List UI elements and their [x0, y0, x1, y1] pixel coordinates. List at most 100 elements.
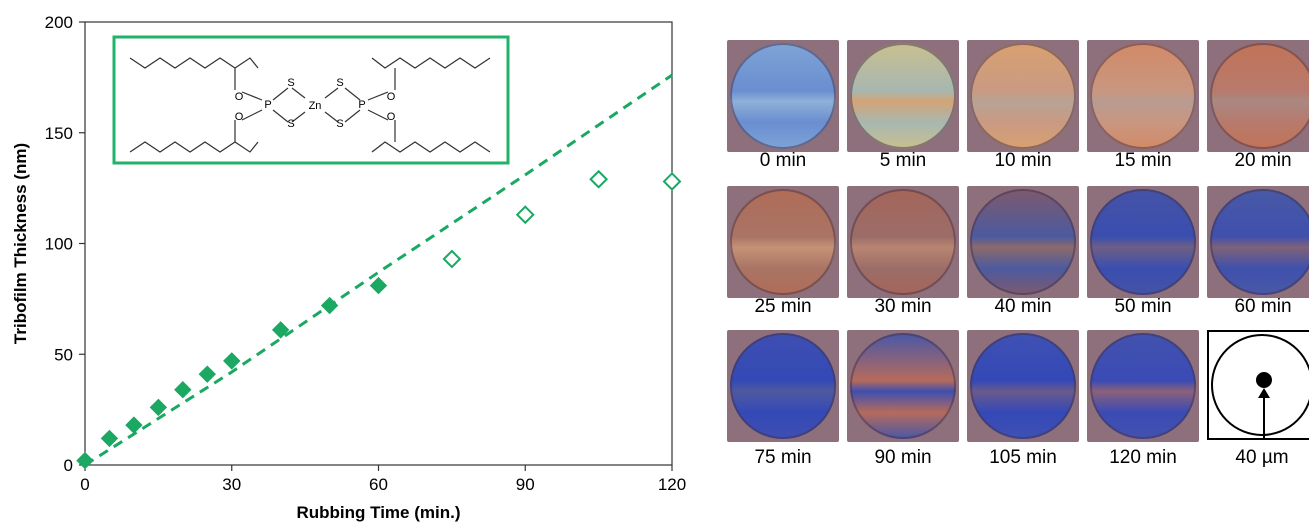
wear-scar-time-label: 120 min — [1109, 447, 1177, 468]
data-point-open — [662, 172, 682, 191]
y-tick-label: 150 — [45, 124, 73, 143]
scale-dot — [1256, 372, 1272, 388]
wear-scar-image — [727, 330, 839, 442]
wear-scar-spot — [1090, 333, 1196, 439]
scale-circle — [1211, 334, 1309, 436]
y-axis-label: Tribofilm Thickness (nm) — [11, 143, 30, 344]
wear-scar-time-label: 20 min — [1234, 150, 1292, 171]
wear-scar-image — [1087, 40, 1199, 152]
x-tick-label: 120 — [658, 475, 686, 494]
wear-scar-time-label: 40 min — [994, 296, 1052, 317]
fit-line — [84, 73, 673, 467]
inset-atom-label: S — [287, 77, 294, 89]
inset-atom-label: O — [387, 91, 396, 103]
inset-bond — [324, 87, 339, 99]
wear-scar-image — [967, 186, 1079, 298]
inset-atom-label: S — [336, 77, 343, 89]
inset-bond — [241, 109, 263, 121]
y-tick-label: 50 — [54, 345, 73, 364]
wear-scar-spot — [970, 43, 1076, 149]
wear-scar-image — [1087, 186, 1199, 298]
inset-atom-label: P — [264, 99, 271, 111]
wear-scar-spot — [730, 43, 836, 149]
wear-scar-spot — [730, 189, 836, 295]
y-tick-label: 100 — [45, 235, 73, 254]
inset-bond — [344, 87, 361, 101]
inset-atom-label: O — [387, 111, 396, 123]
x-tick-label: 60 — [369, 475, 388, 494]
wear-scar-image — [727, 186, 839, 298]
wear-scar-time-label: 0 min — [759, 150, 807, 171]
wear-scar-spot — [850, 333, 956, 439]
wear-scar-time-label: 30 min — [874, 296, 932, 317]
wear-scar-image — [847, 186, 959, 298]
inset-atom-label: O — [235, 91, 244, 103]
wear-scar-image — [967, 40, 1079, 152]
wear-scar-spot — [850, 43, 956, 149]
inset-bond — [241, 91, 263, 101]
wear-scar-spot — [970, 189, 1076, 295]
wear-scar-time-label: 15 min — [1114, 150, 1172, 171]
wear-scar-time-label: 90 min — [874, 447, 932, 468]
wear-scar-time-label: 105 min — [989, 447, 1057, 468]
wear-scar-spot — [730, 333, 836, 439]
inset-frame — [112, 35, 510, 165]
data-point-filled — [125, 416, 143, 434]
wear-scar-image — [727, 40, 839, 152]
wear-scar-image — [847, 330, 959, 442]
x-tick-label: 30 — [222, 475, 241, 494]
x-axis-label: Rubbing Time (min.) — [296, 503, 460, 522]
wear-scar-time-label: 25 min — [754, 296, 812, 317]
inset-bond — [371, 57, 491, 69]
data-point-open — [515, 205, 535, 225]
inset-atom-label: S — [287, 118, 294, 130]
wear-scar-spot — [1090, 189, 1196, 295]
inset-bond — [367, 109, 389, 121]
wear-scar-spot — [970, 333, 1076, 439]
plot-layer: 0 30 60 90 120 0 50 100 150 200 Rubbing Time (min.… — [11, 13, 686, 522]
x-tick-label: 0 — [80, 475, 89, 494]
wear-scar-image — [1207, 40, 1309, 152]
inset-bond — [291, 111, 306, 123]
wear-scar-spot — [1210, 43, 1309, 149]
wear-scar-spot — [850, 189, 956, 295]
inset-bond — [367, 91, 389, 101]
scale-bar-tile — [1207, 330, 1309, 440]
inset-atom-label: O — [235, 111, 244, 123]
wear-scar-time-label: 5 min — [879, 150, 927, 171]
x-tick-label: 90 — [516, 475, 535, 494]
inset-bond — [324, 111, 339, 123]
arrow-up-icon — [1258, 388, 1270, 398]
scale-arrow-line — [1263, 394, 1265, 440]
wear-scar-time-label: 50 min — [1114, 296, 1172, 317]
inset-bond — [129, 57, 259, 69]
inset-bond — [272, 87, 289, 101]
wear-scar-image — [967, 330, 1079, 442]
data-point-filled — [174, 380, 192, 399]
inset-bond — [371, 141, 491, 153]
wear-scar-time-label: 60 min — [1234, 296, 1292, 317]
wear-scar-time-label: 75 min — [754, 447, 812, 468]
inset-atom-label: S — [336, 118, 343, 130]
wear-scar-spot — [1090, 43, 1196, 149]
y-tick-label: 0 — [64, 456, 73, 475]
inset-atom-label: P — [358, 99, 365, 111]
wear-scar-image — [1087, 330, 1199, 442]
data-point-filled — [149, 398, 168, 417]
data-point-filled — [320, 296, 339, 315]
data-point-filled — [223, 352, 241, 370]
data-point-filled — [100, 429, 119, 448]
wear-scar-image — [1207, 186, 1309, 298]
wear-scar-time-label: 10 min — [994, 150, 1052, 171]
data-point-filled — [198, 365, 216, 383]
data-point-filled — [76, 451, 94, 470]
wear-scar-image — [847, 40, 959, 152]
inset-bond — [344, 109, 361, 123]
data-point-open — [589, 169, 609, 189]
data-point-open — [442, 249, 462, 269]
inset-bond — [272, 109, 289, 123]
scale-label: 40 µm — [1235, 447, 1289, 468]
tribofilm-chart: 0 30 60 90 120 0 50 100 150 200 Rubbing Time (min.… — [11, 13, 686, 522]
inset-bond — [291, 87, 306, 99]
inset-atom-label: Zn — [309, 100, 322, 112]
